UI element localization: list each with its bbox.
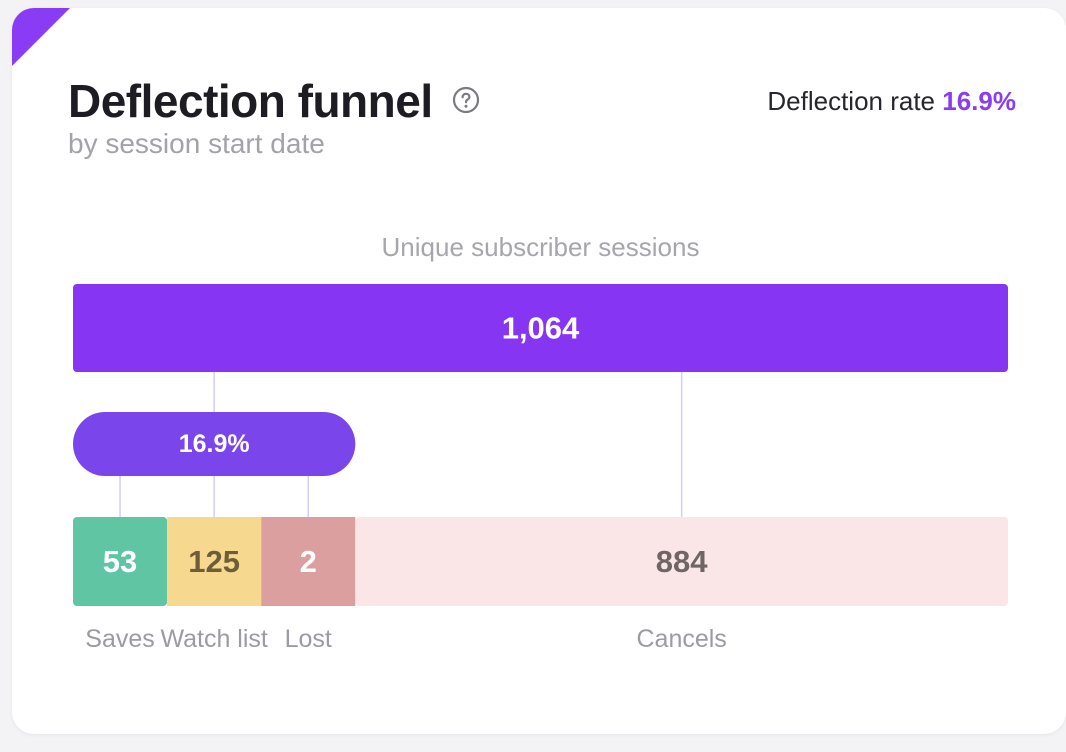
chart-caption: Unique subscriber sessions bbox=[382, 232, 700, 262]
segment-label-watch-list: Watch list bbox=[160, 625, 267, 653]
segment-bar-cancels[interactable] bbox=[355, 517, 1008, 606]
deflection-rate-label: Deflection rate bbox=[767, 86, 936, 116]
deflection-pill-value: 16.9% bbox=[179, 430, 250, 458]
funnel-chart: Unique subscriber sessions 1,064 16.9% 53 Sa… bbox=[73, 232, 1008, 653]
card-title: Deflection funnel bbox=[68, 75, 433, 127]
card-subtitle: by session start date bbox=[68, 128, 325, 159]
deflection-pill[interactable] bbox=[73, 412, 356, 476]
segment-label-lost: Lost bbox=[285, 625, 332, 653]
segment-bar-lost[interactable] bbox=[261, 517, 356, 606]
corner-accent bbox=[12, 8, 70, 66]
segment-value-saves: 53 bbox=[103, 544, 137, 579]
segment-value-watch-list: 125 bbox=[188, 544, 240, 579]
segment-bar-watch-list[interactable] bbox=[167, 517, 262, 606]
question-circle-icon[interactable] bbox=[452, 86, 480, 114]
segment-bar-saves[interactable] bbox=[73, 517, 168, 606]
total-sessions-bar[interactable] bbox=[73, 284, 1008, 372]
segment-value-cancels: 884 bbox=[656, 544, 708, 579]
deflection-rate: Deflection rate 16.9% bbox=[767, 86, 1016, 117]
segment-label-cancels: Cancels bbox=[636, 625, 726, 653]
segment-label-saves: Saves bbox=[85, 625, 154, 653]
deflection-rate-value: 16.9% bbox=[942, 86, 1016, 116]
deflection-funnel-card: Deflection funnel by session start date … bbox=[12, 8, 1066, 734]
total-sessions-value: 1,064 bbox=[502, 311, 580, 346]
segment-value-lost: 2 bbox=[300, 544, 317, 579]
